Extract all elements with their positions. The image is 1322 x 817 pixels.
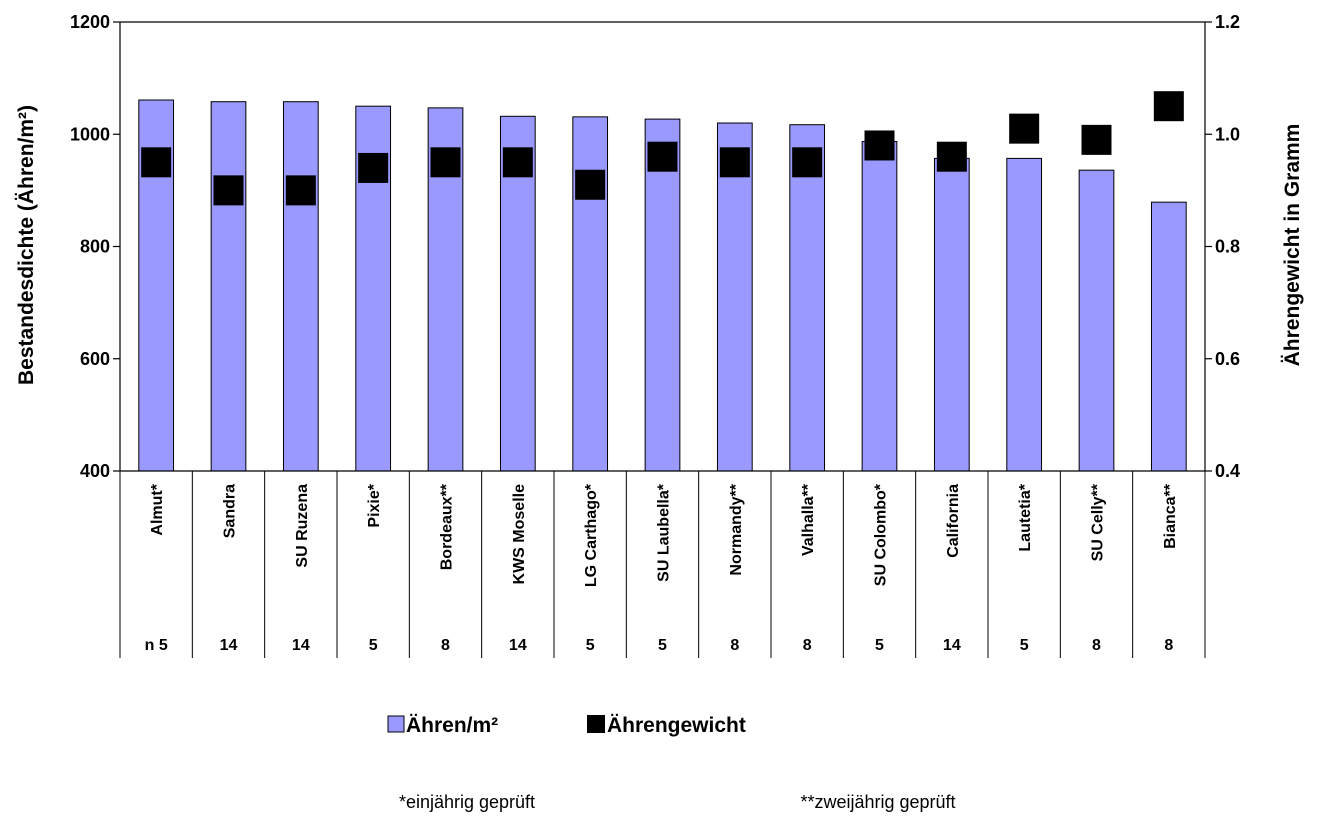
- left-tick-label: 400: [80, 461, 110, 481]
- marker: [430, 147, 461, 178]
- category-label: SU Ruzena: [294, 484, 311, 568]
- n-value-label: 8: [1092, 637, 1101, 654]
- right-axis-label: Ährengewicht in Gramm: [1281, 124, 1304, 367]
- n-value-label: 14: [292, 637, 310, 654]
- n-value-label: 5: [658, 637, 667, 654]
- marker: [864, 130, 895, 161]
- category-label: Sandra: [222, 484, 239, 538]
- category-label: Bianca**: [1162, 483, 1179, 549]
- n-value-label: 8: [441, 637, 450, 654]
- marker: [575, 169, 606, 200]
- marker: [213, 175, 244, 206]
- n-value-label: 5: [1020, 637, 1029, 654]
- marker: [719, 147, 750, 178]
- left-tick-label: 600: [80, 349, 110, 369]
- category-label: SU Celly**: [1090, 483, 1107, 561]
- category-label: Valhalla**: [800, 483, 817, 556]
- bar: [282, 101, 319, 472]
- category-label: Pixie*: [366, 483, 383, 527]
- n-value-label: 5: [875, 637, 884, 654]
- right-tick-label: 1.2: [1215, 12, 1240, 32]
- bar: [861, 141, 898, 472]
- category-label: KWS Moselle: [511, 484, 528, 585]
- left-tick-label: 800: [80, 237, 110, 257]
- n-value-label: 8: [730, 637, 739, 654]
- footnote-two-year: **zweijährig geprüft: [800, 792, 955, 812]
- marker-series: [141, 91, 1184, 206]
- legend: Ähren/m² Ährengewicht: [387, 714, 746, 737]
- category-label: SU Colombo*: [873, 483, 890, 586]
- legend-swatch-markers: [587, 715, 605, 733]
- category-label: Normandy**: [728, 483, 745, 575]
- left-axis-label: Bestandesdichte (Ähren/m²): [15, 105, 38, 385]
- n-value-label: n 5: [145, 637, 168, 654]
- left-tick-label: 1000: [70, 124, 110, 144]
- bar: [1006, 157, 1043, 472]
- n-value-label: 5: [369, 637, 378, 654]
- bar: [789, 124, 826, 472]
- bar: [933, 157, 970, 472]
- marker: [285, 175, 316, 206]
- marker: [647, 141, 678, 172]
- category-label: Bordeaux**: [439, 483, 456, 570]
- right-axis-ticks: 0.4 0.6 0.8 1.0 1.2: [1205, 12, 1240, 481]
- marker: [936, 141, 967, 172]
- n-value-label: 14: [220, 637, 238, 654]
- right-tick-label: 0.6: [1215, 349, 1240, 369]
- right-tick-label: 0.4: [1215, 461, 1240, 481]
- category-label: LG Carthago*: [583, 483, 600, 587]
- bar: [1078, 169, 1115, 472]
- legend-swatch-bars: [387, 715, 405, 733]
- left-tick-label: 1200: [70, 12, 110, 32]
- category-label: Lautetia*: [1017, 483, 1034, 551]
- marker: [358, 152, 389, 183]
- legend-label-markers: Ährengewicht: [607, 714, 746, 737]
- bar: [644, 118, 681, 472]
- n-value-label: 14: [509, 637, 527, 654]
- right-tick-label: 0.8: [1215, 237, 1240, 257]
- category-label: SU Laubella*: [656, 483, 673, 582]
- marker: [792, 147, 823, 178]
- marker: [502, 147, 533, 178]
- marker: [141, 147, 172, 178]
- n-value-label: 8: [1164, 637, 1173, 654]
- bar: [716, 122, 753, 472]
- category-label: California: [945, 484, 962, 558]
- left-axis-ticks: 400 600 800 1000 1200: [70, 12, 120, 481]
- n-value-label: 8: [803, 637, 812, 654]
- n-value-label: 5: [586, 637, 595, 654]
- bar: [210, 101, 247, 472]
- n-value-label: 14: [943, 637, 961, 654]
- legend-label-bars: Ähren/m²: [406, 714, 498, 737]
- category-table: Almut* n 5 Sandra 14 SU Ruzena 14 Pixie* 5 Borde…: [119, 471, 1206, 658]
- marker: [1009, 113, 1040, 144]
- marker: [1081, 124, 1112, 155]
- marker: [1153, 91, 1184, 122]
- right-tick-label: 1.0: [1215, 124, 1240, 144]
- category-label: Almut*: [149, 483, 166, 535]
- bar: [1150, 201, 1187, 472]
- footnote-single-year: *einjährig geprüft: [399, 792, 535, 812]
